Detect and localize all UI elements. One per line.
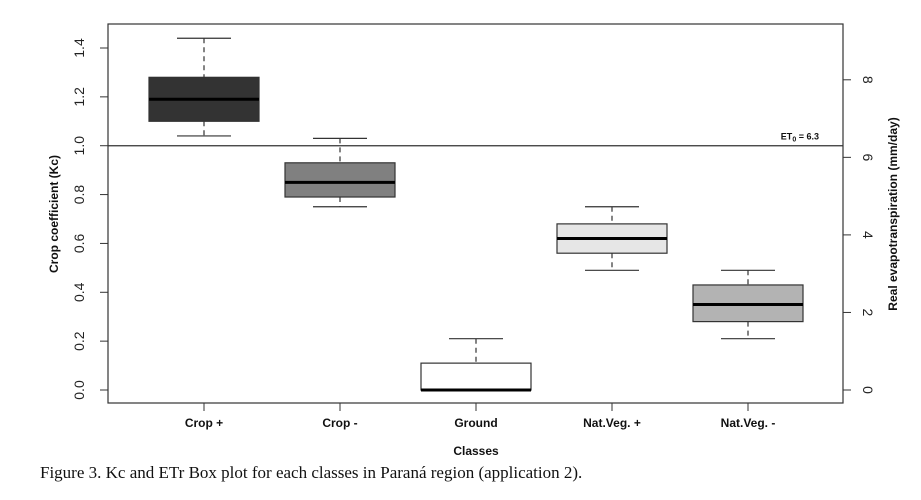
reference-line-label: ET0 = 6.3 xyxy=(781,132,819,144)
x-tick-label: Crop + xyxy=(185,416,223,430)
y2-tick-label: 2 xyxy=(860,309,876,317)
y-tick-label: 0.4 xyxy=(71,282,87,302)
box-series xyxy=(148,37,804,392)
x-tick-label: Nat.Veg. + xyxy=(583,416,641,430)
y-tick-label: 1.0 xyxy=(71,136,87,156)
x-axis-label: Classes xyxy=(453,444,499,458)
y2-tick-label: 4 xyxy=(860,231,876,239)
x-tick-label: Crop - xyxy=(322,416,357,430)
box-iqr xyxy=(284,162,396,198)
y-tick-label: 1.2 xyxy=(71,87,87,107)
y-tick-label: 1.4 xyxy=(71,38,87,58)
box-nat-veg xyxy=(556,206,668,271)
y-tick-label: 0.8 xyxy=(71,185,87,205)
box-iqr xyxy=(420,362,532,391)
y-tick-label: 0.0 xyxy=(71,380,87,400)
box-crop xyxy=(284,137,396,208)
y2-axis-label: Real evapotranspiration (mm/day) xyxy=(886,117,900,310)
box-crop xyxy=(148,37,260,137)
y2-tick-label: 0 xyxy=(860,386,876,394)
x-tick-label: Ground xyxy=(454,416,497,430)
box-ground xyxy=(420,338,532,392)
box-nat-veg xyxy=(692,269,804,340)
figure-caption: Figure 3. Kc and ETr Box plot for each c… xyxy=(40,463,583,482)
y-axis-label: Crop coefficient (Kc) xyxy=(47,155,61,273)
box-plot-chart: ET0 = 6.3 0.0 0.2 0.4 0.6 0.8 1.0 1.2 1.4 0 2 4 6 8 C… xyxy=(47,23,900,458)
y2-tick-label: 8 xyxy=(860,76,876,84)
y-tick-label: 0.2 xyxy=(71,331,87,351)
y2-tick-label: 6 xyxy=(860,153,876,161)
x-tick-label: Nat.Veg. - xyxy=(721,416,776,430)
y-tick-label: 0.6 xyxy=(71,233,87,253)
axes: 0.0 0.2 0.4 0.6 0.8 1.0 1.2 1.4 0 2 4 6 8 Crop + Crop … xyxy=(71,38,876,430)
